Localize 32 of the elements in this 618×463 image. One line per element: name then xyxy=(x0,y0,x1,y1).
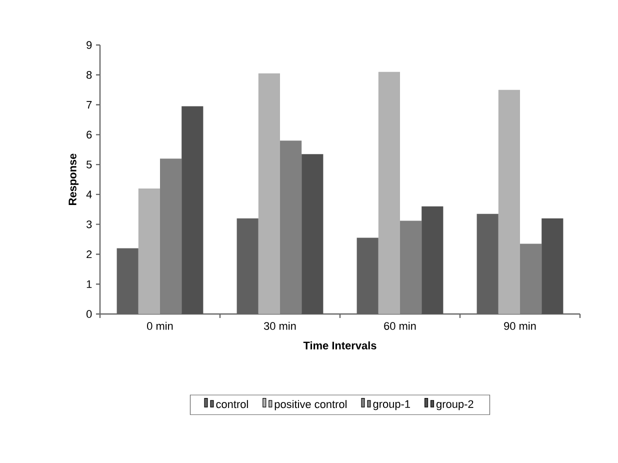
y-tick-label: 8 xyxy=(86,71,92,79)
x-tick-label: 90 min xyxy=(504,322,536,330)
y-axis-title: Response xyxy=(68,154,79,205)
y-tick-label: 6 xyxy=(86,130,92,139)
legend-label: control xyxy=(216,400,248,408)
legend-label: group-1 xyxy=(373,400,410,410)
bar xyxy=(378,72,400,314)
y-tick-label: 0 xyxy=(86,310,92,318)
bar xyxy=(498,90,520,314)
y-tick-label: 5 xyxy=(86,160,92,168)
x-tick-label: 60 min xyxy=(384,322,416,330)
bar xyxy=(542,218,564,314)
bar xyxy=(520,244,542,314)
legend-label: positive control xyxy=(274,400,346,410)
y-tick-label: 9 xyxy=(86,41,92,49)
bar xyxy=(280,140,302,314)
bar xyxy=(138,188,160,314)
y-tick-label: 4 xyxy=(86,190,92,198)
bar xyxy=(160,158,182,314)
bar xyxy=(422,206,444,314)
bar xyxy=(258,73,280,314)
bar xyxy=(400,220,422,314)
y-tick-label: 3 xyxy=(86,220,92,228)
y-tick-label: 7 xyxy=(86,101,92,109)
x-tick-label: 30 min xyxy=(264,322,296,330)
x-tick-label: 0 min xyxy=(147,322,173,330)
legend-label: group-2 xyxy=(436,400,474,410)
y-tick-label: 1 xyxy=(86,280,92,288)
bar xyxy=(182,106,204,314)
bar xyxy=(302,154,324,314)
y-tick-label: 2 xyxy=(86,250,92,258)
x-axis-title: Time Intervals xyxy=(303,341,376,350)
